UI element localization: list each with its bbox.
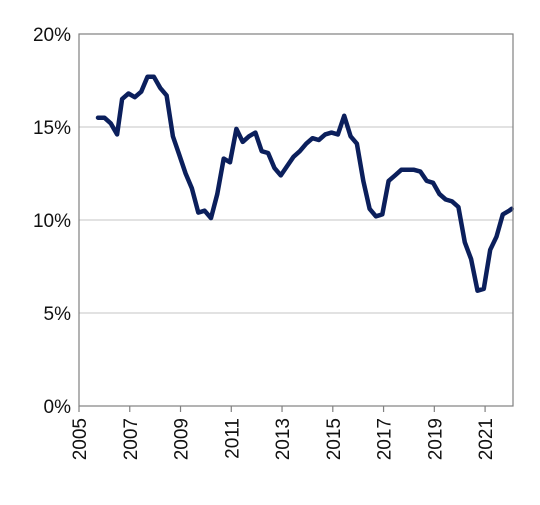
x-tick-label: 2021 [476, 418, 497, 460]
x-tick-label: 2011 [222, 418, 243, 459]
x-tick-label: 2019 [425, 418, 446, 460]
x-tick-label: 2013 [273, 418, 294, 460]
series-line-0 [95, 74, 514, 293]
x-tick-label: 2015 [324, 418, 345, 460]
series-layer [95, 74, 514, 293]
x-tick-label: 2005 [70, 418, 91, 460]
y-tick-label: 10% [33, 211, 71, 232]
y-axis-ticks: 0% 5% 10% 15% 20% [33, 25, 71, 418]
plot-border [78, 33, 514, 407]
x-tick-label: 2007 [121, 418, 142, 460]
x-axis-ticks: 2005 2007 2009 2011 2013 2015 2017 2019 2021 [70, 406, 497, 460]
x-tick-label: 2017 [375, 418, 396, 460]
gridlines [79, 126, 513, 314]
x-tick-label: 2009 [172, 418, 193, 460]
y-tick-label: 5% [44, 304, 72, 325]
plot-frame [78, 33, 514, 407]
y-tick-label: 20% [33, 25, 71, 46]
y-tick-label: 15% [33, 118, 71, 139]
y-tick-label: 0% [44, 397, 72, 418]
